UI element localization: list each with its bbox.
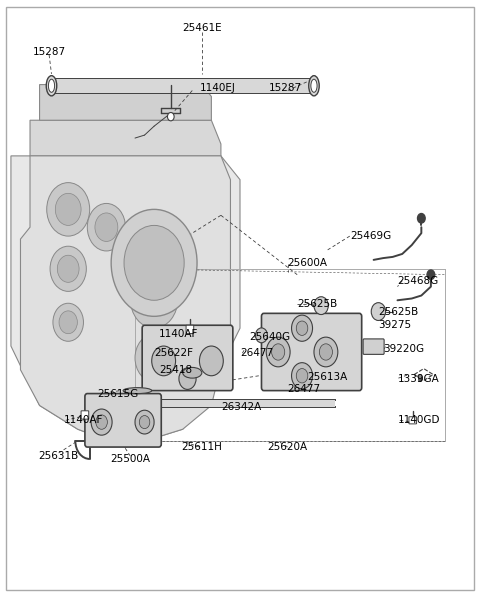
Circle shape [134,227,155,251]
Text: 25640G: 25640G [250,332,291,342]
Text: 25620A: 25620A [268,442,308,452]
Polygon shape [54,79,312,94]
Text: 25461E: 25461E [182,23,222,33]
Circle shape [57,256,79,282]
FancyBboxPatch shape [363,339,384,355]
Text: 39275: 39275 [378,320,411,330]
Circle shape [419,376,422,380]
FancyBboxPatch shape [409,417,417,424]
Polygon shape [30,120,221,156]
FancyBboxPatch shape [81,411,89,419]
Polygon shape [11,156,240,447]
Text: 26342A: 26342A [221,402,261,412]
Circle shape [291,362,312,389]
Text: 15287: 15287 [33,47,66,57]
Text: 26477: 26477 [288,384,321,394]
Circle shape [427,270,435,279]
Circle shape [272,344,285,360]
Text: 25625B: 25625B [297,300,337,309]
Circle shape [55,193,81,226]
Text: 25469G: 25469G [350,231,391,241]
Circle shape [135,410,154,434]
FancyBboxPatch shape [262,313,362,390]
Text: 25611H: 25611H [181,442,222,452]
Circle shape [418,214,425,223]
Circle shape [91,409,112,435]
Text: 25418: 25418 [159,365,192,375]
Text: 1140EJ: 1140EJ [199,82,235,93]
Circle shape [143,344,166,372]
Circle shape [168,112,174,121]
Circle shape [296,321,308,336]
Text: 1140GD: 1140GD [397,416,440,425]
Text: 25468G: 25468G [397,276,439,286]
Circle shape [291,315,312,341]
Circle shape [199,346,223,376]
Circle shape [124,226,184,300]
Text: 25622F: 25622F [154,348,193,358]
Ellipse shape [48,79,55,93]
Circle shape [47,183,90,236]
Circle shape [139,416,150,429]
Circle shape [319,344,333,360]
Polygon shape [39,85,211,120]
Circle shape [130,269,178,328]
Circle shape [419,374,422,379]
Circle shape [53,303,84,341]
Circle shape [266,337,290,367]
Circle shape [152,346,176,376]
Circle shape [314,297,328,315]
Circle shape [371,303,385,321]
Text: 1140AF: 1140AF [63,416,103,425]
Circle shape [96,415,108,429]
Circle shape [140,281,168,316]
Ellipse shape [255,328,267,343]
Text: 25613A: 25613A [307,372,347,382]
Text: 25500A: 25500A [110,454,150,464]
Text: 25600A: 25600A [288,258,328,268]
Circle shape [128,219,161,260]
Circle shape [87,204,125,251]
Circle shape [419,377,422,381]
Text: 25625B: 25625B [378,307,419,316]
Ellipse shape [46,76,57,96]
Ellipse shape [183,367,202,378]
Text: 25631B: 25631B [38,451,79,461]
Text: 15287: 15287 [269,82,302,93]
FancyBboxPatch shape [186,325,194,334]
Circle shape [95,213,118,241]
Circle shape [179,368,196,389]
Ellipse shape [309,76,319,96]
Circle shape [296,368,308,383]
Circle shape [314,337,338,367]
Text: 25615G: 25615G [97,389,138,399]
Circle shape [135,334,173,381]
Text: 26477: 26477 [240,348,273,358]
Text: 39220G: 39220G [383,344,424,354]
Ellipse shape [123,387,152,393]
Text: 1339GA: 1339GA [397,374,439,384]
Polygon shape [21,156,230,447]
Circle shape [111,210,197,316]
Circle shape [50,246,86,291]
FancyBboxPatch shape [85,393,161,447]
Circle shape [59,311,77,334]
Polygon shape [414,368,433,380]
FancyBboxPatch shape [142,325,233,390]
Ellipse shape [311,79,317,93]
Polygon shape [159,399,336,407]
Text: 1140AF: 1140AF [159,329,198,339]
